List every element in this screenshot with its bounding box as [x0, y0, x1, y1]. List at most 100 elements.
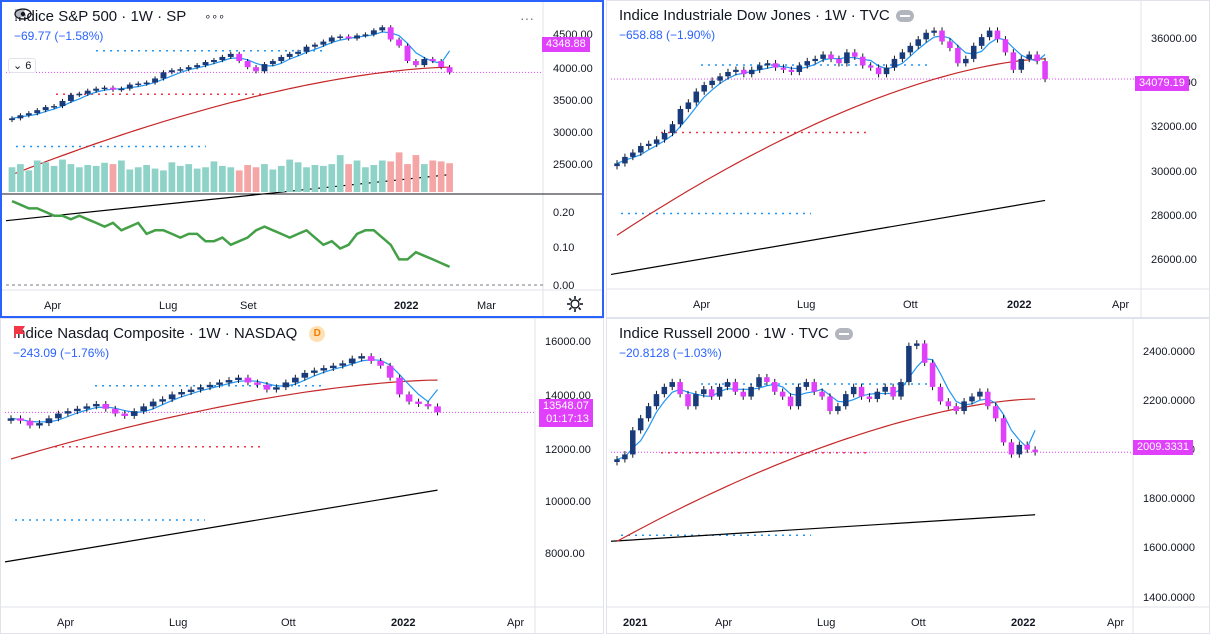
- x-tick-label: 2021: [623, 617, 647, 629]
- candle-body: [787, 396, 794, 407]
- candle-body: [740, 391, 746, 397]
- x-tick-label: Apr: [1107, 617, 1124, 629]
- candle-body: [269, 61, 276, 65]
- candle-body: [429, 58, 436, 62]
- candle-body: [377, 360, 384, 366]
- candle-body: [263, 384, 271, 390]
- candle-body: [796, 65, 803, 72]
- candle-body: [748, 69, 755, 75]
- candle-body: [25, 113, 32, 116]
- candle-body: [55, 413, 62, 419]
- rut-change: −20.8128 (−1.03%): [619, 346, 722, 360]
- rut-last-price-label: 2009.3331: [1133, 440, 1193, 455]
- candle-body: [345, 36, 352, 39]
- dji-change: −658.88 (−1.90%): [619, 28, 716, 42]
- dividend-badge-icon[interactable]: D: [309, 325, 326, 342]
- rut-chart[interactable]: 2400.00002200.00002000.00001800.00001600…: [607, 319, 1210, 634]
- ixic-change: −243.09 (−1.76%): [13, 346, 110, 360]
- candle-body: [64, 411, 72, 414]
- candle-body: [404, 45, 411, 62]
- candle-body: [101, 87, 108, 90]
- candle-body: [931, 30, 937, 33]
- volume-bar: [294, 162, 302, 192]
- candle-body: [236, 53, 243, 62]
- chevron-down-icon: ⌄: [13, 60, 23, 72]
- ixic-chart[interactable]: 16000.0014000.0012000.0010000.008000.00A…: [1, 319, 604, 634]
- ixic-title: Indice Nasdaq Composite · 1W · NASDAQ: [13, 325, 298, 342]
- candle-body: [160, 72, 167, 79]
- candle-body: [438, 61, 445, 68]
- candle-body: [915, 39, 922, 46]
- candle-body: [977, 391, 983, 397]
- candle-body: [1002, 39, 1009, 53]
- ma-slow-line: [11, 66, 450, 176]
- candle-body: [93, 88, 100, 91]
- indicators-collapse-button[interactable]: ⌄ 6: [8, 58, 37, 73]
- volume-bar: [33, 160, 41, 192]
- candle-body: [677, 108, 684, 125]
- candle-body: [118, 88, 125, 91]
- candle-body: [187, 389, 195, 393]
- candle-body: [135, 83, 142, 86]
- candle-body: [844, 52, 850, 64]
- candle-body: [827, 396, 833, 412]
- candle-body: [804, 61, 811, 66]
- candle-body: [708, 389, 715, 397]
- pane-menu-icon[interactable]: ···: [520, 10, 534, 26]
- collapse-pill-icon[interactable]: [895, 9, 914, 22]
- volume-bar: [362, 167, 369, 192]
- candle-body: [434, 406, 441, 413]
- dji-chart[interactable]: 36000.0034000.0032000.0030000.0028000.00…: [607, 1, 1210, 318]
- volume-bar: [261, 164, 268, 192]
- candle-body: [42, 107, 49, 111]
- candle-body: [693, 394, 699, 407]
- spx-legend: Indice S&P 500 · 1W · SP ∘∘∘ −69.77 (−1.…: [14, 8, 225, 43]
- candle-body: [311, 44, 318, 47]
- candle-body: [111, 408, 119, 414]
- chart-pane-rut[interactable]: 2400.00002200.00002000.00001800.00001600…: [606, 318, 1210, 634]
- candle-body: [630, 430, 636, 455]
- candle-body: [923, 32, 929, 40]
- x-tick-label: Lug: [797, 299, 815, 311]
- candle-body: [828, 54, 834, 59]
- candle-body: [843, 394, 849, 407]
- candle-body: [140, 406, 148, 412]
- chart-pane-ixic[interactable]: 16000.00 14000.00 12000.00 10000.00 8000.00 A…: [0, 318, 604, 634]
- candle-body: [866, 396, 873, 399]
- ma-long-line: [4, 489, 438, 563]
- volume-bar: [404, 164, 411, 192]
- x-tick-label: 2022: [391, 617, 415, 629]
- osc-tick-label: 0.20: [553, 207, 574, 219]
- dji-last-price-label: 34079.19: [1135, 76, 1189, 91]
- candle-body: [661, 386, 668, 395]
- candle-body: [34, 110, 41, 114]
- candle-body: [709, 80, 715, 86]
- candle-body: [421, 58, 428, 66]
- chart-pane-dji[interactable]: 36000.0034000.0032000.0030000.0028000.00…: [606, 0, 1210, 318]
- ma-long-line: [610, 199, 1046, 276]
- more-options-icon[interactable]: ∘∘∘: [204, 11, 225, 23]
- candle-body: [396, 39, 403, 46]
- x-tick-label: Set: [240, 300, 257, 312]
- candle-body: [859, 56, 866, 66]
- candle-body: [961, 401, 967, 412]
- candle-body: [812, 58, 818, 62]
- volume-bar: [143, 165, 151, 192]
- candle-body: [685, 102, 692, 109]
- candle-body: [76, 93, 83, 96]
- volume-bar: [269, 169, 277, 192]
- oscillator-line: [11, 199, 451, 268]
- volume-bar: [219, 165, 226, 192]
- candle-body: [947, 41, 953, 49]
- candle-body: [194, 65, 201, 68]
- chart-pane-spx[interactable]: 4500.00 4000.00 3500.00 3000.00 2500.00 Apr Lu…: [0, 0, 604, 318]
- y-tick-label: 16000.00: [545, 336, 591, 348]
- volume-bar: [126, 169, 134, 192]
- candle-body: [17, 115, 24, 119]
- candle-body: [197, 387, 204, 390]
- volume-bar: [168, 162, 176, 192]
- y-tick-label: 2200.0000: [1143, 395, 1195, 407]
- volume-bar: [387, 161, 395, 192]
- collapse-pill-icon[interactable]: [834, 327, 853, 340]
